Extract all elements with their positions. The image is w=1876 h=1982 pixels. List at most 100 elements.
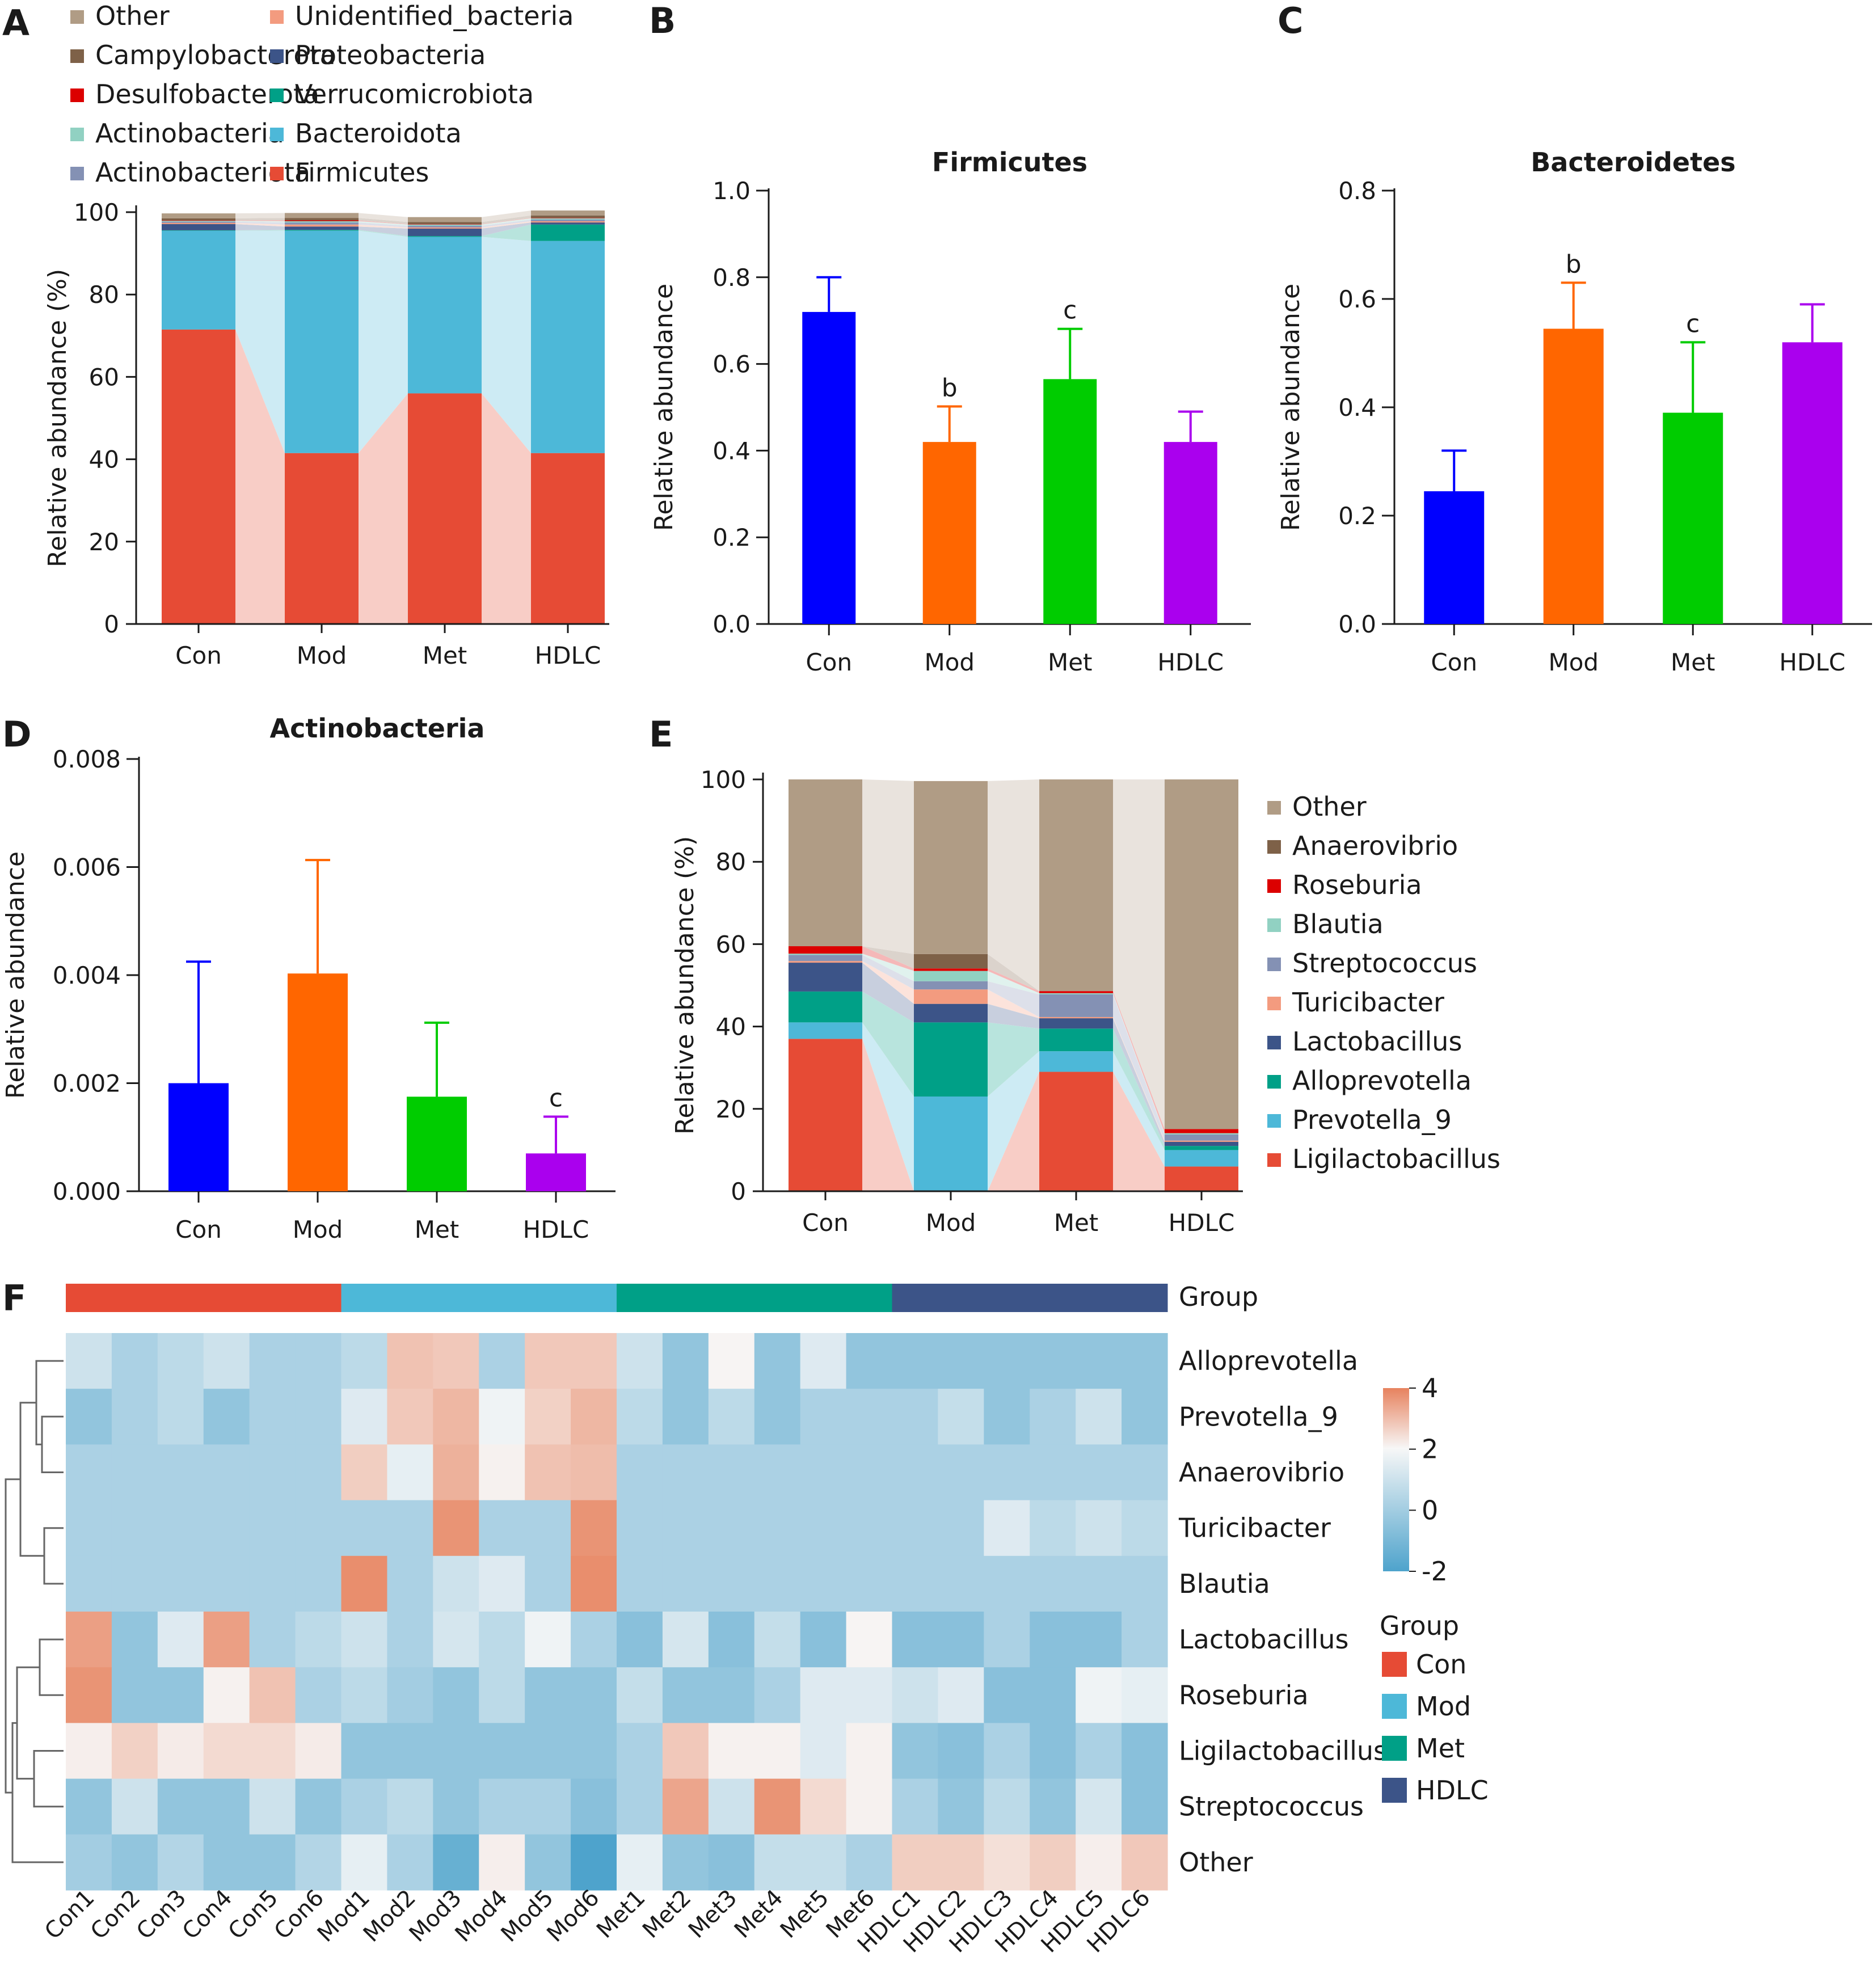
colorbar-tick-label: -2 bbox=[1422, 1556, 1448, 1587]
dendrogram-branch bbox=[19, 1402, 44, 1557]
bar-mod bbox=[1543, 328, 1604, 624]
x-tick-label: Mod bbox=[293, 1216, 343, 1243]
heatmap-cell bbox=[800, 1333, 847, 1389]
heatmap-cell bbox=[617, 1555, 663, 1612]
segment-lactobacillus-con bbox=[789, 963, 862, 992]
flow-bacteroidota bbox=[235, 230, 285, 453]
significance-label: b bbox=[1566, 250, 1582, 279]
heatmap-cell bbox=[892, 1778, 939, 1835]
segment-alloprevotella-mod bbox=[914, 1022, 988, 1097]
heatmap-cell bbox=[479, 1723, 525, 1779]
flow-other bbox=[862, 779, 914, 954]
x-tick-label: Con bbox=[806, 648, 852, 676]
y-tick-label: 60 bbox=[89, 363, 119, 391]
heatmap-cell bbox=[249, 1612, 296, 1668]
legend-swatch-streptococcus bbox=[1267, 958, 1281, 971]
group-legend-label-con: Con bbox=[1416, 1649, 1466, 1680]
heatmap-cell bbox=[892, 1834, 939, 1891]
heatmap-cell bbox=[1122, 1612, 1168, 1668]
heatmap-cell bbox=[203, 1333, 250, 1389]
heatmap-cell bbox=[1030, 1333, 1076, 1389]
heatmap-cell bbox=[800, 1778, 847, 1835]
panel-c-bacteroidetes-chart: Bacteroidetes 0.0 0.2 0.4 0.6 0.8 Con Mod b Met c H… bbox=[1276, 147, 1872, 676]
column-label: Mod3 bbox=[404, 1885, 467, 1947]
column-label: Met4 bbox=[730, 1885, 788, 1943]
heatmap-cell bbox=[708, 1555, 755, 1612]
x-tick-label: HDLC bbox=[1157, 648, 1224, 676]
y-tick-label: 100 bbox=[74, 199, 119, 226]
segment-blautia-con bbox=[789, 954, 862, 955]
significance-label: b bbox=[942, 373, 958, 402]
heatmap-cell bbox=[938, 1333, 984, 1389]
flow-roseburia bbox=[862, 946, 914, 971]
heatmap-cell bbox=[617, 1333, 663, 1389]
heatmap-cell bbox=[1076, 1834, 1122, 1891]
heatmap-cell bbox=[341, 1444, 388, 1501]
segment-lactobacillus-mod bbox=[914, 1003, 988, 1023]
segment-firmicutes-hdlc bbox=[531, 453, 605, 624]
column-label: Met2 bbox=[638, 1885, 696, 1943]
flow-verrucomicrobiota bbox=[482, 224, 531, 241]
flow-ligilactobacillus bbox=[862, 1039, 914, 1191]
heatmap-cell bbox=[754, 1555, 801, 1612]
legend-label-actinobacteria: Actinobacteria bbox=[95, 118, 284, 149]
legend-label-campylobacterota: Campylobacterota bbox=[95, 40, 336, 70]
heatmap-cell bbox=[341, 1667, 388, 1723]
heatmap-cell bbox=[249, 1389, 296, 1445]
heatmap-cell bbox=[341, 1834, 388, 1891]
column-label: Mod1 bbox=[313, 1885, 375, 1947]
heatmap-cell bbox=[433, 1333, 479, 1389]
heatmap-cell bbox=[617, 1500, 663, 1557]
legend-label-unidentified_bacteria: Unidentified_bacteria bbox=[295, 1, 574, 31]
flow-alloprevotella bbox=[988, 1022, 1039, 1097]
flow-desulfobacterota bbox=[359, 220, 408, 225]
segment-firmicutes-mod bbox=[285, 453, 359, 624]
legend-label-bacteroidota: Bacteroidota bbox=[295, 118, 462, 149]
heatmap-cell bbox=[938, 1555, 984, 1612]
heatmap-cell bbox=[708, 1778, 755, 1835]
heatmap-cell bbox=[157, 1612, 204, 1668]
segment-actinobacteria-met bbox=[408, 224, 482, 226]
heatmap-cell bbox=[800, 1834, 847, 1891]
segment-turicibacter-met bbox=[1039, 1017, 1113, 1019]
heatmap-cell bbox=[111, 1612, 158, 1668]
segment-verrucomicrobiota-met bbox=[408, 236, 482, 237]
heatmap-cell bbox=[479, 1612, 525, 1668]
x-tick-label: Mod bbox=[924, 648, 975, 676]
heatmap-cell bbox=[479, 1667, 525, 1723]
heatmap-cell bbox=[1076, 1555, 1122, 1612]
heatmap-cell bbox=[662, 1723, 709, 1779]
heatmap-cell bbox=[157, 1723, 204, 1779]
heatmap-cell bbox=[341, 1555, 388, 1612]
y-axis-label: Relative abundance (%) bbox=[671, 836, 699, 1135]
heatmap-cell bbox=[617, 1834, 663, 1891]
flow-unidentified_bacteria bbox=[235, 222, 285, 227]
column-label: Met5 bbox=[775, 1885, 834, 1943]
heatmap-cell bbox=[1030, 1723, 1076, 1779]
heatmap-cell bbox=[66, 1389, 112, 1445]
legend-swatch-unidentified_bacteria bbox=[270, 10, 284, 24]
heatmap-cell bbox=[1030, 1834, 1076, 1891]
segment-lactobacillus-hdlc bbox=[1165, 1141, 1238, 1146]
y-tick-label: 0.8 bbox=[1338, 177, 1376, 205]
segment-actinobacteria-mod bbox=[285, 221, 359, 223]
heatmap-cell bbox=[111, 1444, 158, 1501]
segment-roseburia-con bbox=[789, 946, 862, 954]
flow-unidentified_bacteria bbox=[359, 224, 408, 229]
flow-ligilactobacillus bbox=[1113, 1072, 1165, 1191]
heatmap-cell bbox=[249, 1667, 296, 1723]
heatmap-cell bbox=[800, 1667, 847, 1723]
heatmap-cell bbox=[479, 1500, 525, 1557]
segment-other-hdlc bbox=[1165, 779, 1238, 1129]
segment-unidentified_bacteria-mod bbox=[285, 224, 359, 227]
heatmap-cell bbox=[203, 1834, 250, 1891]
heatmap-cell bbox=[984, 1389, 1030, 1445]
segment-turicibacter-hdlc bbox=[1165, 1140, 1238, 1142]
group-bar-mod bbox=[341, 1284, 617, 1312]
legend-label-other: Other bbox=[1292, 791, 1367, 822]
heatmap-cell bbox=[662, 1667, 709, 1723]
row-label: Blautia bbox=[1179, 1568, 1270, 1599]
segment-other-con bbox=[789, 779, 862, 947]
flow-campylobacterota bbox=[235, 218, 285, 221]
heatmap-cell bbox=[66, 1667, 112, 1723]
